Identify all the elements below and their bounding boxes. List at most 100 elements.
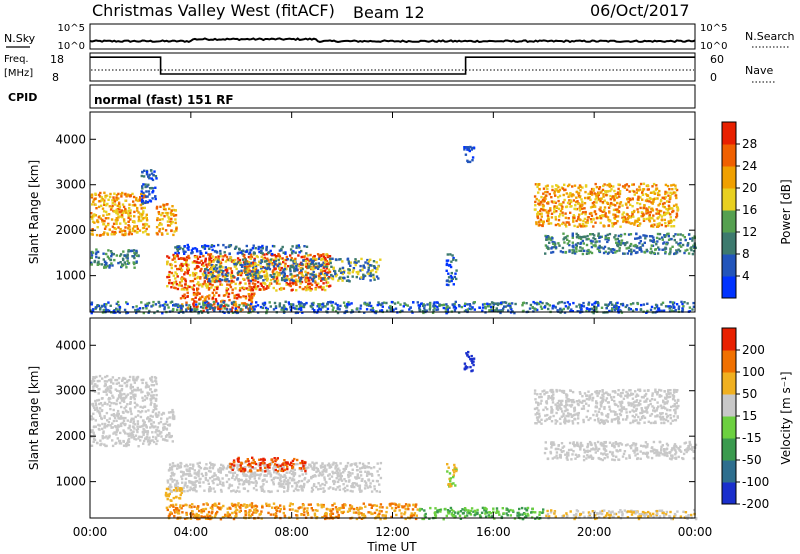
heatmap-cell [369, 272, 372, 275]
heatmap-cell [172, 208, 175, 212]
heatmap-cell [621, 302, 625, 306]
heatmap-cell [642, 206, 645, 209]
heatmap-cell [94, 419, 97, 422]
heatmap-cell [585, 243, 589, 247]
heatmap-cell [166, 275, 169, 279]
heatmap-cell [289, 308, 293, 312]
heatmap-cell [318, 277, 321, 280]
heatmap-cell [218, 307, 222, 311]
heatmap-cell [328, 260, 332, 263]
heatmap-cell [211, 278, 214, 281]
heatmap-cell [124, 222, 127, 225]
heatmap-cell [137, 410, 140, 413]
heatmap-cell [278, 305, 281, 308]
heatmap-cell [599, 191, 602, 194]
heatmap-cell [455, 269, 458, 272]
heatmap-cell [584, 235, 587, 239]
heatmap-cell [124, 443, 128, 446]
heatmap-cell [126, 253, 129, 256]
heatmap-cell [548, 241, 551, 244]
heatmap-cell [350, 309, 354, 312]
heatmap-cell [310, 266, 313, 269]
heatmap-cell [551, 188, 554, 192]
heatmap-cell [130, 417, 133, 420]
heatmap-cell [238, 258, 241, 262]
heatmap-cell [98, 412, 102, 415]
heatmap-cell [227, 266, 230, 270]
heatmap-cell [158, 230, 161, 233]
heatmap-cell [136, 206, 139, 210]
heatmap-cell [214, 256, 218, 259]
heatmap-cell [219, 482, 222, 486]
heatmap-cell [205, 467, 209, 470]
heatmap-cell [239, 261, 242, 264]
heatmap-cell [196, 287, 200, 290]
heatmap-cell [182, 250, 185, 253]
heatmap-cell [242, 261, 246, 264]
heatmap-cell [249, 279, 252, 283]
heatmap-cell [275, 255, 278, 258]
heatmap-cell [253, 252, 256, 255]
heatmap-cell [105, 213, 109, 216]
heatmap-cell [116, 218, 119, 222]
heatmap-cell [545, 302, 548, 305]
heatmap-cell [655, 243, 658, 246]
heatmap-cell [137, 437, 140, 440]
heatmap-cell [173, 303, 176, 306]
heatmap-cell [536, 216, 540, 220]
heatmap-cell [497, 310, 500, 313]
heatmap-cell [216, 303, 220, 307]
heatmap-cell [672, 218, 676, 222]
heatmap-cell [134, 393, 137, 396]
heatmap-cell [305, 466, 308, 470]
heatmap-cell [201, 272, 205, 275]
heatmap-cell [252, 294, 255, 297]
heatmap-cell [146, 416, 150, 419]
heatmap-cell [111, 225, 115, 228]
heatmap-cell [675, 188, 679, 192]
heatmap-cell [102, 431, 105, 435]
heatmap-cell [273, 280, 276, 283]
heatmap-cell [216, 277, 219, 280]
heatmap-cell [368, 274, 371, 277]
heatmap-cell [553, 210, 556, 214]
heatmap-cell [554, 223, 558, 227]
heatmap-cell [145, 426, 148, 429]
heatmap-cell [205, 286, 209, 289]
heatmap-cell [366, 486, 370, 489]
heatmap-cell [325, 281, 328, 284]
heatmap-cell [199, 250, 202, 253]
heatmap-cell [608, 183, 612, 186]
heatmap-cell [129, 209, 132, 212]
heatmap-cell [542, 209, 545, 212]
heatmap-cell [109, 378, 112, 381]
heatmap-cell [342, 301, 346, 304]
heatmap-cell [366, 258, 369, 262]
heatmap-cell [129, 215, 132, 218]
heatmap-cell [341, 260, 344, 263]
heatmap-cell [157, 211, 160, 214]
heatmap-cell [200, 311, 204, 314]
heatmap-cell [274, 305, 278, 308]
heatmap-cell [129, 386, 132, 389]
heatmap-cell [265, 308, 269, 312]
noise-right-label: N.Search [745, 30, 795, 43]
heatmap-cell [566, 242, 570, 245]
heatmap-cell [550, 212, 554, 215]
heatmap-cell [119, 261, 122, 264]
heatmap-cell [92, 388, 95, 391]
heatmap-cell [115, 414, 118, 417]
heatmap-cell [124, 396, 128, 399]
heatmap-cell [600, 246, 603, 249]
heatmap-cell [211, 306, 214, 310]
freq-right-tick-low: 0 [710, 71, 717, 84]
heatmap-cell [133, 256, 136, 260]
heatmap-cell [91, 230, 94, 233]
heatmap-cell [539, 305, 543, 308]
heatmap-cell [581, 186, 584, 189]
heatmap-cell [319, 276, 322, 280]
heatmap-cell [180, 477, 184, 481]
heatmap-cell [327, 462, 331, 465]
heatmap-cell [499, 301, 503, 304]
heatmap-cell [210, 244, 214, 247]
